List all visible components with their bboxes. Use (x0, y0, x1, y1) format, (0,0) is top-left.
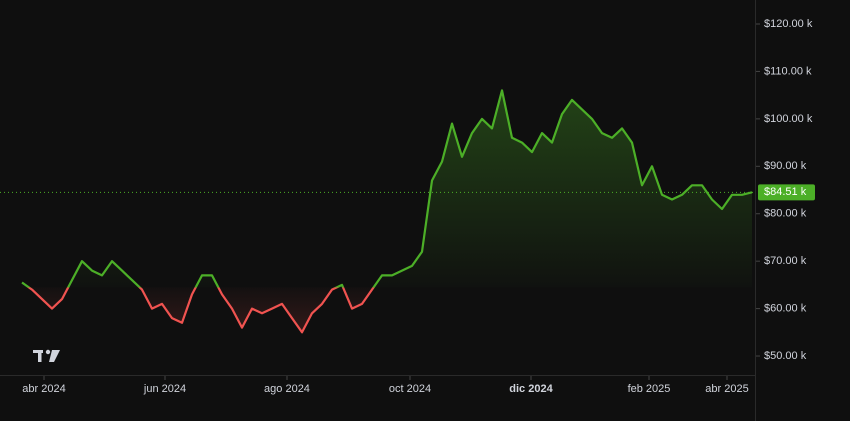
x-tick-label: abr 2025 (705, 383, 748, 395)
logo (33, 349, 60, 362)
last-price-tag (758, 184, 815, 201)
x-tick-label: ago 2024 (264, 383, 310, 395)
x-tick-label: dic 2024 (509, 383, 553, 395)
y-tick-label: $100.00 k (764, 113, 813, 125)
y-tick-label: $120.00 k (764, 18, 813, 30)
y-tick-label: $80.00 k (764, 208, 807, 220)
x-tick-label: abr 2024 (22, 383, 65, 395)
x-tick-label: feb 2025 (628, 383, 671, 395)
x-tick-label: oct 2024 (389, 383, 431, 395)
price-line (21, 89, 753, 334)
y-tick-label: $110.00 k (764, 65, 812, 77)
x-tick-label: jun 2024 (143, 383, 186, 395)
y-tick-label: $70.00 k (764, 255, 807, 267)
y-tick-label: $60.00 k (764, 303, 807, 315)
y-tick-label: $50.00 k (764, 350, 807, 362)
area (22, 90, 752, 333)
y-tick-label: $90.00 k (764, 160, 807, 172)
last-price-label: $84.51 k (764, 186, 807, 198)
